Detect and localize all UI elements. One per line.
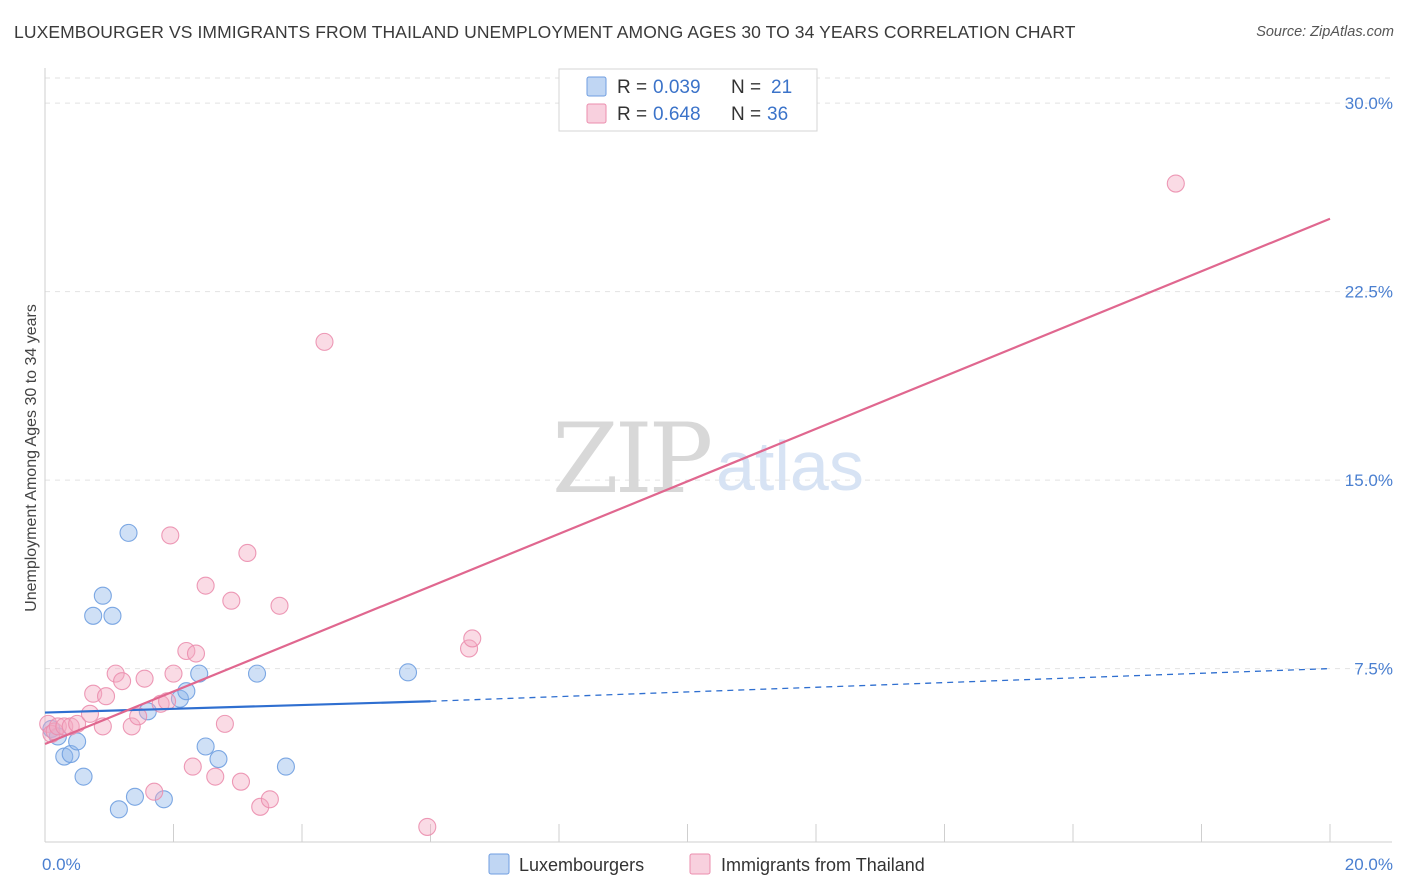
thailand-point-18 [158,692,177,711]
luxembourgers-point-17 [196,737,215,756]
legend-n-value-1: 36 [767,104,788,125]
y-tick-label-3: 30.0% [1345,94,1393,113]
legend-r-label-1: R = [617,104,647,125]
thailand-points [39,174,1185,836]
luxembourgers-points [42,523,418,819]
thailand-point-10 [96,687,116,706]
thailand-point-19 [161,526,180,545]
thailand-point-33 [315,332,334,351]
thailand-point-26 [215,714,234,733]
thailand-point-11 [106,664,125,683]
thailand-point-30 [251,797,270,816]
legend-swatch-luxembourgers [586,76,607,97]
bottom-legend-swatch-thailand [689,853,711,875]
thailand-point-20 [164,664,183,683]
legend-r-value-1: 0.648 [653,104,701,125]
thailand-point-31 [260,790,279,809]
x-tick-labels: 0.0% 20.0% [42,855,1393,874]
legend-n-value-0: 21 [771,77,792,98]
luxembourgers-point-20 [276,757,295,776]
luxembourgers-point-21 [398,663,418,682]
bottom-legend-luxembourgers: Luxembourgers [519,855,644,875]
legend-r-value-0: 0.039 [653,77,701,98]
luxembourgers-trend-line [44,700,431,714]
bottom-legend-thailand: Immigrants from Thailand [721,855,925,875]
thailand-point-7 [80,704,100,723]
y-tick-label-1: 15.0% [1345,471,1393,490]
luxembourgers-trend-extension [430,667,1331,702]
chart-title: LUXEMBOURGER VS IMMIGRANTS FROM THAILAND… [14,22,1076,42]
thailand-point-25 [206,767,225,786]
luxembourgers-point-10 [119,523,138,542]
thailand-point-29 [238,543,257,563]
luxembourgers-point-9 [109,800,128,819]
thailand-point-15 [135,669,154,688]
luxembourgers-point-18 [209,750,228,769]
y-tick-label-0: 7.5% [1354,660,1393,679]
legend-r-label-0: R = [617,77,647,98]
thailand-point-36 [463,629,482,648]
series-legend: Luxembourgers Immigrants from Thailand [488,853,925,875]
thailand-point-28 [231,772,251,791]
thailand-point-16 [145,782,164,801]
y-tick-label-2: 22.5% [1345,283,1393,302]
x-tick-label-1: 20.0% [1345,855,1393,874]
thailand-point-35 [459,639,479,658]
thailand-point-13 [122,717,141,736]
y-axis-label: Unemployment Among Ages 30 to 34 years [23,304,40,612]
thailand-point-14 [129,707,148,726]
thailand-point-12 [113,672,132,691]
correlation-legend: R = 0.039 N = 21 R = 0.648 N = 36 [558,68,818,132]
thailand-point-3 [48,717,67,736]
axes [44,68,1392,843]
bottom-legend-swatch-luxembourgers [488,853,510,875]
grid-lines [45,77,1392,670]
thailand-point-27 [222,591,241,610]
luxembourgers-point-4 [68,732,87,751]
legend-swatch-thailand [586,103,607,124]
x-tick-label-0: 0.0% [42,855,81,874]
thailand-point-37 [1166,174,1185,193]
luxembourgers-point-6 [84,606,103,625]
watermark-zip: ZIP [552,403,711,515]
luxembourgers-point-5 [74,767,93,786]
luxembourgers-point-7 [93,586,112,605]
thailand-point-32 [270,596,289,615]
luxembourgers-point-8 [103,606,122,625]
thailand-trend-line [44,217,1331,746]
thailand-point-24 [196,576,215,595]
trend-lines [44,217,1331,746]
thailand-point-22 [186,644,206,663]
legend-n-label-0: N = [731,77,761,98]
thailand-point-23 [183,757,202,776]
legend-n-label-1: N = [731,104,761,125]
source-label: Source: ZipAtlas.com [1256,24,1394,40]
thailand-point-34 [418,817,437,836]
luxembourgers-point-13 [154,790,173,809]
luxembourgers-point-11 [125,787,144,806]
luxembourgers-point-19 [247,664,267,683]
y-tick-labels: 7.5% 15.0% 22.5% 30.0% [1345,94,1393,678]
